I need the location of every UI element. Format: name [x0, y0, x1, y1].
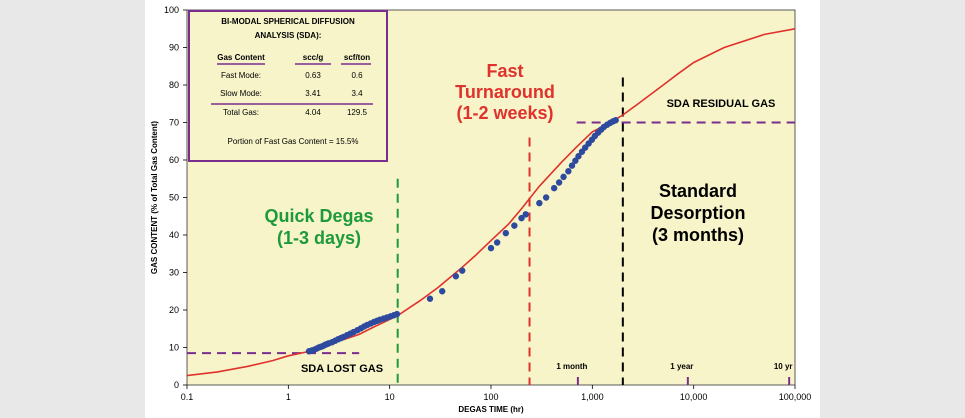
x-tick-label: 0.1	[181, 392, 194, 402]
data-point	[459, 267, 466, 274]
data-point	[560, 173, 567, 181]
y-tick-label: 100	[164, 5, 179, 15]
data-point	[565, 168, 572, 175]
standard-desorption-label-2: Desorption	[650, 203, 745, 223]
data-point	[550, 184, 558, 192]
sda-table-header: Gas Content	[217, 53, 265, 62]
x-tick-label: 1	[286, 392, 291, 402]
data-point	[493, 239, 501, 246]
standard-desorption-label-1: Standard	[659, 181, 737, 201]
x-tick-label: 1,000	[581, 392, 604, 402]
y-tick-label: 30	[169, 268, 179, 278]
quick-degas-range: (1-3 days)	[277, 228, 361, 248]
y-tick-label: 50	[169, 193, 179, 203]
sda-table-header: scc/g	[303, 53, 324, 62]
sda-table-cell: Total Gas:	[223, 108, 259, 117]
y-tick-label: 90	[169, 43, 179, 53]
data-point	[568, 162, 576, 169]
data-point	[426, 295, 434, 302]
x-tick-label: 100	[483, 392, 498, 402]
standard-desorption-range: (3 months)	[652, 225, 744, 245]
data-point	[575, 153, 582, 160]
data-point	[487, 244, 495, 252]
data-point	[572, 157, 579, 164]
sda-box-title-2: ANALYSIS (SDA):	[255, 31, 322, 40]
sda-table-cell: 3.41	[305, 89, 321, 98]
sda-residual-gas-label: SDA RESIDUAL GAS	[667, 98, 776, 110]
sda-table-cell: 129.5	[347, 108, 368, 117]
x-tick-label: 10	[385, 392, 395, 402]
sda-table-cell: 0.63	[305, 71, 321, 80]
y-tick-label: 20	[169, 305, 179, 315]
sda-table-header: scf/ton	[344, 53, 370, 62]
sda-summary-box	[188, 10, 388, 162]
y-tick-label: 70	[169, 118, 179, 128]
sda-table-cell: Fast Mode:	[221, 71, 261, 80]
sda-table-cell: 4.04	[305, 108, 321, 117]
y-tick-label: 60	[169, 155, 179, 165]
fast-turnaround-range: (1-2 weeks)	[456, 103, 553, 123]
sda-box-title-1: BI-MODAL SPHERICAL DIFFUSION	[221, 17, 355, 26]
y-tick-label: 10	[169, 343, 179, 353]
x-tick-label: 10,000	[680, 392, 708, 402]
sda-table-cell: Slow Mode:	[220, 89, 262, 98]
x-tick-label: 100,000	[779, 392, 812, 402]
quick-degas-label: Quick Degas	[264, 206, 373, 226]
data-point	[452, 273, 460, 280]
sda-table-cell: 0.6	[351, 71, 363, 80]
period-tick-label: 1 year	[670, 362, 693, 371]
data-point	[502, 229, 510, 237]
period-tick-label: 10 yr	[774, 362, 793, 371]
data-point	[555, 179, 563, 186]
data-point	[439, 288, 446, 295]
data-point	[522, 211, 529, 218]
x-axis-title: DEGAS TIME (hr)	[458, 405, 524, 414]
sda-fast-gas-portion: Portion of Fast Gas Content = 15.5%	[228, 137, 359, 146]
data-point	[612, 117, 619, 124]
data-point	[511, 222, 518, 229]
y-tick-label: 40	[169, 230, 179, 240]
y-tick-label: 0	[174, 380, 179, 390]
data-point	[536, 199, 543, 207]
sda-table-cell: 3.4	[351, 89, 363, 98]
period-tick-label: 1 month	[556, 362, 587, 371]
data-point	[393, 310, 401, 318]
figure-page: 0 10 20 30 40 50 60 70 80 90 100 0.1 1 10 100 1,000 10,0…	[145, 0, 820, 418]
y-tick-label: 80	[169, 80, 179, 90]
sda-degas-chart: 0 10 20 30 40 50 60 70 80 90 100 0.1 1 10 100 1,000 10,0…	[150, 5, 812, 414]
data-point	[518, 214, 525, 222]
sda-lost-gas-label: SDA LOST GAS	[301, 363, 383, 375]
fast-turnaround-label-2: Turnaround	[455, 82, 555, 102]
fast-turnaround-label-1: Fast	[486, 61, 523, 81]
data-point	[542, 194, 550, 201]
y-axis-title: GAS CONTENT (% of Total Gas Content)	[150, 121, 159, 275]
